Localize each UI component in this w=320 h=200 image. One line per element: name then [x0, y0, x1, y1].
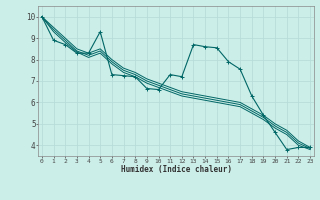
X-axis label: Humidex (Indice chaleur): Humidex (Indice chaleur) [121, 165, 231, 174]
